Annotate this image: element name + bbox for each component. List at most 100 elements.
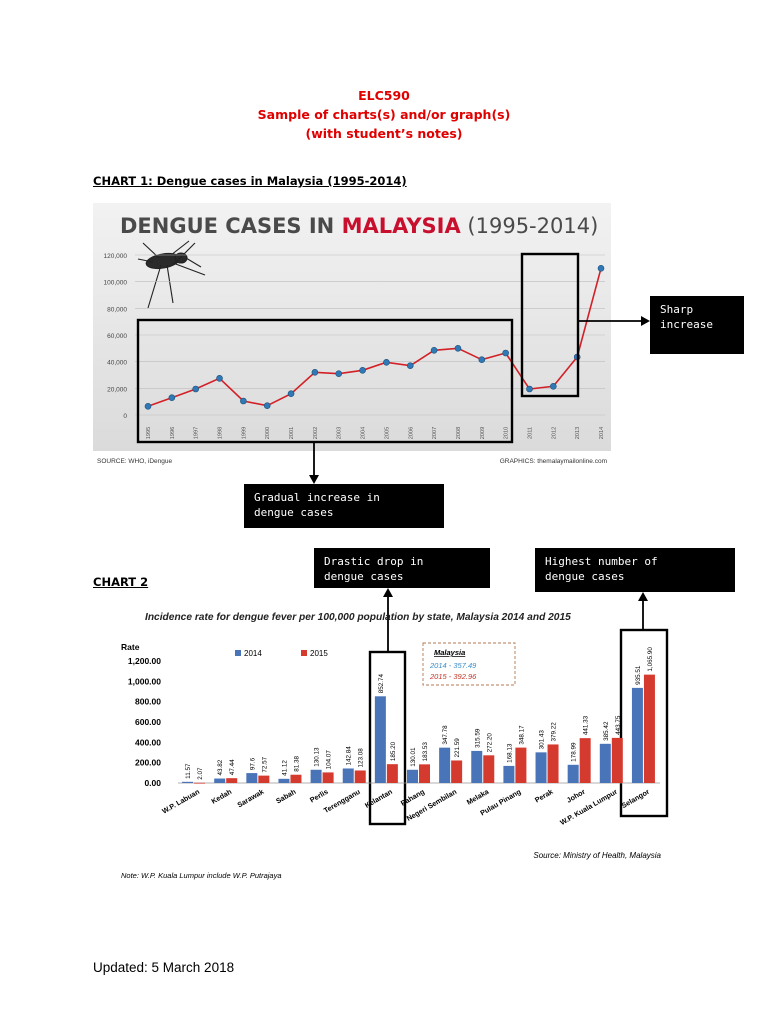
legend-label-2014: 2014 bbox=[244, 649, 262, 658]
chart2-bar-2015 bbox=[194, 782, 206, 784]
chart2-y-tick-label: 1,200.00 bbox=[128, 656, 161, 666]
legend-swatch-2015 bbox=[301, 650, 307, 656]
chart2-data-label: 97.6 bbox=[249, 757, 256, 770]
chart1-data-point bbox=[287, 390, 295, 397]
chart2-data-label: 183.53 bbox=[422, 742, 429, 762]
chart2-y-tick-label: 600.00 bbox=[135, 717, 161, 727]
chart1-x-tick-label: 1996 bbox=[170, 427, 176, 439]
chart2-bar-2014 bbox=[631, 687, 643, 783]
chart2-bar-2015 bbox=[483, 755, 495, 783]
chart2-data-label: 379.22 bbox=[551, 722, 558, 742]
chart2-data-label: 81.38 bbox=[293, 755, 300, 771]
chart2-bar-2014 bbox=[567, 764, 579, 783]
legend-swatch-2014 bbox=[235, 650, 241, 656]
chart2-bar-2015 bbox=[226, 778, 238, 783]
chart1-footer-band bbox=[93, 451, 611, 468]
chart2-data-label: 348.17 bbox=[518, 725, 525, 745]
chart1-x-tick-label: 2008 bbox=[456, 427, 462, 439]
chart1-data-point bbox=[192, 385, 199, 393]
gradual-increase-box bbox=[136, 318, 514, 444]
chart1-x-tick-label: 2009 bbox=[480, 427, 486, 439]
chart2-data-label: 72.57 bbox=[261, 756, 268, 772]
chart1-y-tick-label: 0 bbox=[123, 413, 127, 420]
chart1-y-tick-label: 60,000 bbox=[107, 333, 127, 340]
chart2-bar-2014 bbox=[310, 769, 322, 783]
chart1-x-tick-label: 2006 bbox=[408, 427, 414, 439]
chart2-data-label: 443.75 bbox=[615, 715, 622, 735]
chart1-y-tick-label: 100,000 bbox=[104, 280, 128, 287]
inset-title: Malaysia bbox=[434, 648, 465, 657]
chart1-data-point bbox=[430, 347, 438, 354]
chart1-x-tick-label: 1995 bbox=[146, 427, 152, 439]
chart2-y-tick-label: 0.00 bbox=[144, 778, 161, 788]
chart2-x-category-label: Perak bbox=[533, 787, 554, 805]
chart2-bar-2014 bbox=[182, 781, 194, 783]
chart2-x-category-label: Sarawak bbox=[236, 787, 266, 809]
inset-line-2015: 2015 - 392.96 bbox=[429, 672, 477, 681]
chart2-data-label: 11.57 bbox=[185, 763, 192, 779]
chart2-bar-2015 bbox=[322, 772, 334, 783]
chart2-data-label: 935.51 bbox=[635, 665, 642, 685]
chart2-data-label: 301.43 bbox=[539, 730, 546, 750]
chart1-data-point bbox=[216, 375, 223, 382]
chart1-data-point bbox=[597, 265, 605, 272]
chart2-data-label: 441.33 bbox=[583, 715, 590, 735]
chart2-x-category-label: Kedah bbox=[210, 787, 234, 806]
chart2-x-category-label: W.P. Kuala Lumpur bbox=[558, 787, 619, 827]
chart1-data-point bbox=[406, 362, 414, 369]
chart2-bar-2014 bbox=[407, 769, 418, 783]
chart1-data-point bbox=[526, 385, 533, 393]
chart1-title-part1: DENGUE CASES IN bbox=[120, 214, 342, 238]
chart1-x-tick-label: 2013 bbox=[575, 427, 581, 439]
chart1-data-point bbox=[240, 397, 247, 405]
selangor-box bbox=[619, 628, 669, 818]
header-line-3: (with student’s notes) bbox=[305, 126, 463, 141]
chart2-bar-2014 bbox=[503, 765, 515, 783]
chart2-data-label: 1,065.90 bbox=[647, 647, 654, 672]
chart1-y-tick-label: 120,000 bbox=[104, 253, 128, 260]
chart1-x-tick-label: 2004 bbox=[361, 427, 367, 439]
chart1-x-tick-label: 2002 bbox=[313, 427, 319, 439]
chart1-x-tick-label: 1999 bbox=[241, 427, 247, 439]
chart2-bar-2014 bbox=[439, 747, 451, 783]
chart2-source: Source: Ministry of Health, Malaysia bbox=[533, 851, 661, 860]
chart2-data-label: 104.07 bbox=[326, 750, 333, 770]
chart2-data-label: 185.20 bbox=[390, 741, 397, 761]
chart2-bar-2014 bbox=[246, 773, 258, 783]
chart2-bar-2014 bbox=[342, 768, 354, 783]
chart1-background bbox=[93, 203, 611, 468]
chart2-bar-2015 bbox=[451, 760, 463, 783]
chart2-data-label: 272.20 bbox=[486, 733, 493, 753]
chart1-source: SOURCE: WHO, iDengue bbox=[97, 458, 173, 465]
chart1-x-tick-label: 2000 bbox=[265, 427, 271, 439]
chart2-bar-2015 bbox=[354, 770, 366, 783]
chart1-x-tick-label: 1998 bbox=[218, 427, 224, 439]
chart2-y-tick-label: 800.00 bbox=[135, 697, 161, 707]
note-highest-number: Highest number of dengue cases bbox=[535, 548, 735, 592]
chart2-y-tick-label: 200.00 bbox=[135, 758, 161, 768]
chart1-data-point bbox=[454, 345, 462, 352]
chart2-data-label: 130.13 bbox=[314, 747, 321, 767]
chart1-heading: CHART 1: Dengue cases in Malaysia (1995-… bbox=[93, 174, 407, 188]
chart2-inset: Malaysia 2014 - 357.49 2015 - 392.96 bbox=[422, 642, 516, 686]
chart1-x-tick-label: 2010 bbox=[504, 427, 510, 439]
chart2-data-label: 123.08 bbox=[358, 748, 365, 768]
chart1-x-tick-label: 2011 bbox=[527, 427, 533, 439]
chart2-bar-2015 bbox=[419, 764, 430, 783]
chart2-bar-2015 bbox=[515, 747, 527, 783]
chart1-x-tick-label: 2001 bbox=[289, 427, 295, 439]
chart2-data-label: 168.13 bbox=[506, 743, 513, 763]
note-gradual-increase: Gradual increase in dengue cases bbox=[244, 484, 444, 528]
inset-box bbox=[422, 642, 516, 686]
chart2-bar-2015 bbox=[258, 775, 270, 783]
chart2-data-label: 130.01 bbox=[410, 747, 417, 767]
chart1-data-point bbox=[502, 349, 509, 357]
chart2-data-label: 852.74 bbox=[378, 674, 385, 694]
chart2-data-label: 347.78 bbox=[442, 725, 449, 745]
chart2-bar-2015 bbox=[579, 738, 591, 783]
chart1-x-tick-label: 2012 bbox=[551, 427, 557, 439]
chart1-data-point bbox=[311, 369, 319, 376]
chart2-note: Note: W.P. Kuala Lumpur include W.P. Put… bbox=[121, 871, 282, 880]
chart2-data-label: 41.12 bbox=[281, 760, 288, 776]
